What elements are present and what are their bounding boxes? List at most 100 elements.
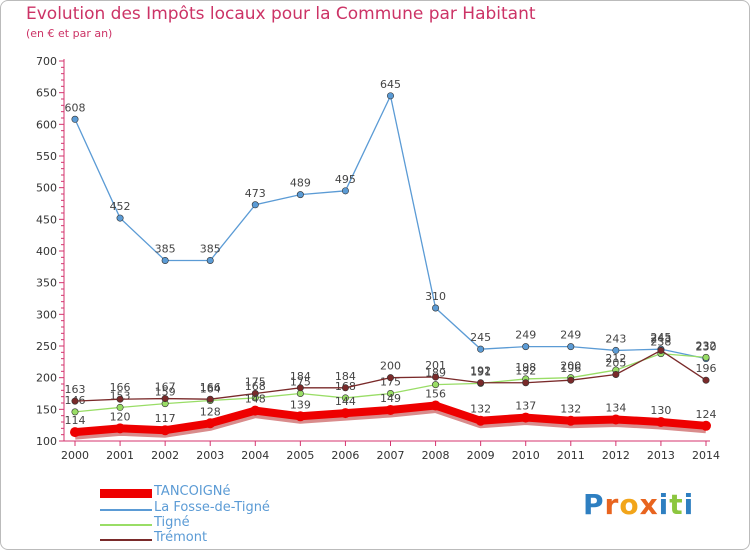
data-point-la-fosse-de-tign-	[567, 343, 575, 351]
y-tick-label: 100	[36, 435, 57, 448]
data-label-tr-mont: 184	[290, 370, 311, 383]
data-point-la-fosse-de-tign-	[432, 304, 440, 312]
legend-label-tancoigne: TANCOIGNé	[154, 484, 231, 499]
data-label-tr-mont: 201	[425, 359, 446, 372]
y-tick-label: 450	[36, 213, 57, 226]
data-label-tr-mont: 200	[380, 360, 401, 373]
data-label-tign-: 191	[470, 365, 491, 378]
chart-subtitle: (en € et par an)	[26, 27, 113, 40]
data-point-tign-	[71, 408, 79, 416]
data-label-tr-mont: 192	[470, 365, 491, 378]
x-tick-label: 2007	[377, 449, 405, 462]
data-point-tancoign-	[475, 415, 486, 426]
data-point-la-fosse-de-tign-	[206, 256, 214, 264]
legend-swatch-la-fosse-de-tigne	[100, 509, 152, 511]
data-point-la-fosse-de-tign-	[71, 115, 79, 123]
data-label-tign-: 159	[155, 386, 176, 399]
data-label-tign-: 168	[245, 380, 266, 393]
data-label-la-fosse-de-tign-: 310	[425, 290, 446, 303]
data-label-la-fosse-de-tign-: 230	[696, 341, 717, 354]
x-tick-label: 2011	[557, 449, 585, 462]
y-tick-label: 550	[36, 150, 57, 163]
data-point-tr-mont	[657, 346, 665, 354]
logo-letter: P	[583, 488, 605, 521]
data-label-tancoign-: 148	[245, 393, 266, 406]
data-label-tancoign-: 117	[155, 412, 176, 425]
data-label-tign-: 175	[290, 376, 311, 389]
data-point-la-fosse-de-tign-	[296, 191, 304, 199]
data-point-tr-mont	[71, 397, 79, 405]
data-label-tr-mont: 192	[515, 365, 536, 378]
data-label-tancoign-: 114	[65, 414, 86, 427]
data-point-tr-mont	[116, 395, 124, 403]
x-tick-label: 2000	[61, 449, 89, 462]
data-label-tr-mont: 196	[560, 362, 581, 375]
data-label-tancoign-: 130	[650, 404, 671, 417]
data-label-la-fosse-de-tign-: 452	[110, 200, 131, 213]
y-tick-label: 400	[36, 245, 57, 258]
data-point-tancoign-	[340, 408, 351, 419]
data-point-tign-	[702, 353, 710, 361]
data-label-tign-: 238	[650, 336, 671, 349]
y-tick-label: 150	[36, 403, 57, 416]
data-label-tr-mont: 243	[650, 332, 671, 345]
data-point-tancoign-	[610, 414, 621, 425]
data-label-la-fosse-de-tign-: 489	[290, 177, 311, 190]
legend-label-tigne: Tigné	[154, 515, 190, 530]
data-point-la-fosse-de-tign-	[522, 343, 530, 351]
data-label-tancoign-: 124	[696, 408, 717, 421]
data-label-la-fosse-de-tign-: 645	[380, 78, 401, 91]
data-point-la-fosse-de-tign-	[341, 187, 349, 195]
data-point-tancoign-	[70, 427, 80, 438]
data-label-tancoign-: 128	[200, 405, 221, 418]
data-point-la-fosse-de-tign-	[477, 345, 485, 353]
data-point-tancoign-	[565, 415, 576, 426]
data-point-la-fosse-de-tign-	[116, 214, 124, 222]
y-tick-label: 300	[36, 308, 57, 321]
y-tick-label: 600	[36, 118, 57, 131]
data-label-tr-mont: 196	[696, 362, 717, 375]
data-point-tancoign-	[430, 400, 441, 411]
x-tick-label: 2002	[151, 449, 179, 462]
y-tick-label: 200	[36, 372, 57, 385]
data-point-tancoign-	[205, 418, 216, 429]
data-point-tr-mont	[612, 370, 620, 378]
x-tick-label: 2006	[331, 449, 359, 462]
data-label-la-fosse-de-tign-: 385	[155, 243, 176, 256]
data-label-tancoign-: 137	[515, 400, 536, 413]
data-label-la-fosse-de-tign-: 495	[335, 173, 356, 186]
data-label-la-fosse-de-tign-: 473	[245, 187, 266, 200]
y-tick-label: 700	[36, 55, 57, 68]
data-point-tign-	[116, 403, 124, 411]
legend-label-la-fosse-de-tigne: La Fosse-de-Tigné	[154, 500, 270, 515]
logo-letter: t	[669, 488, 684, 521]
data-point-tancoign-	[520, 412, 531, 423]
data-point-tancoign-	[385, 404, 396, 415]
data-point-tign-	[341, 394, 349, 402]
data-label-tancoign-: 120	[110, 410, 131, 423]
logo-letter: r	[604, 488, 620, 521]
data-point-tign-	[432, 381, 440, 389]
data-label-tancoign-: 139	[290, 398, 311, 411]
data-point-tr-mont	[386, 374, 394, 382]
data-point-tr-mont	[251, 389, 259, 397]
data-label-tr-mont: 205	[605, 357, 626, 370]
data-label-tign-: 164	[200, 382, 221, 395]
legend-swatch-tremont	[100, 539, 152, 541]
data-point-la-fosse-de-tign-	[612, 346, 620, 354]
data-label-la-fosse-de-tign-: 245	[470, 331, 491, 344]
data-point-tancoign-	[250, 405, 261, 416]
x-tick-label: 2013	[647, 449, 675, 462]
x-tick-label: 2001	[106, 449, 134, 462]
data-point-tancoign-	[295, 411, 306, 422]
y-tick-label: 350	[36, 277, 57, 290]
data-point-la-fosse-de-tign-	[251, 201, 259, 209]
x-tick-label: 2005	[286, 449, 314, 462]
data-point-tancoign-	[160, 425, 171, 436]
logo-letter: x	[639, 488, 659, 521]
data-label-tr-mont: 175	[245, 376, 266, 389]
logo-letter: i	[658, 488, 670, 521]
data-label-la-fosse-de-tign-: 385	[200, 243, 221, 256]
